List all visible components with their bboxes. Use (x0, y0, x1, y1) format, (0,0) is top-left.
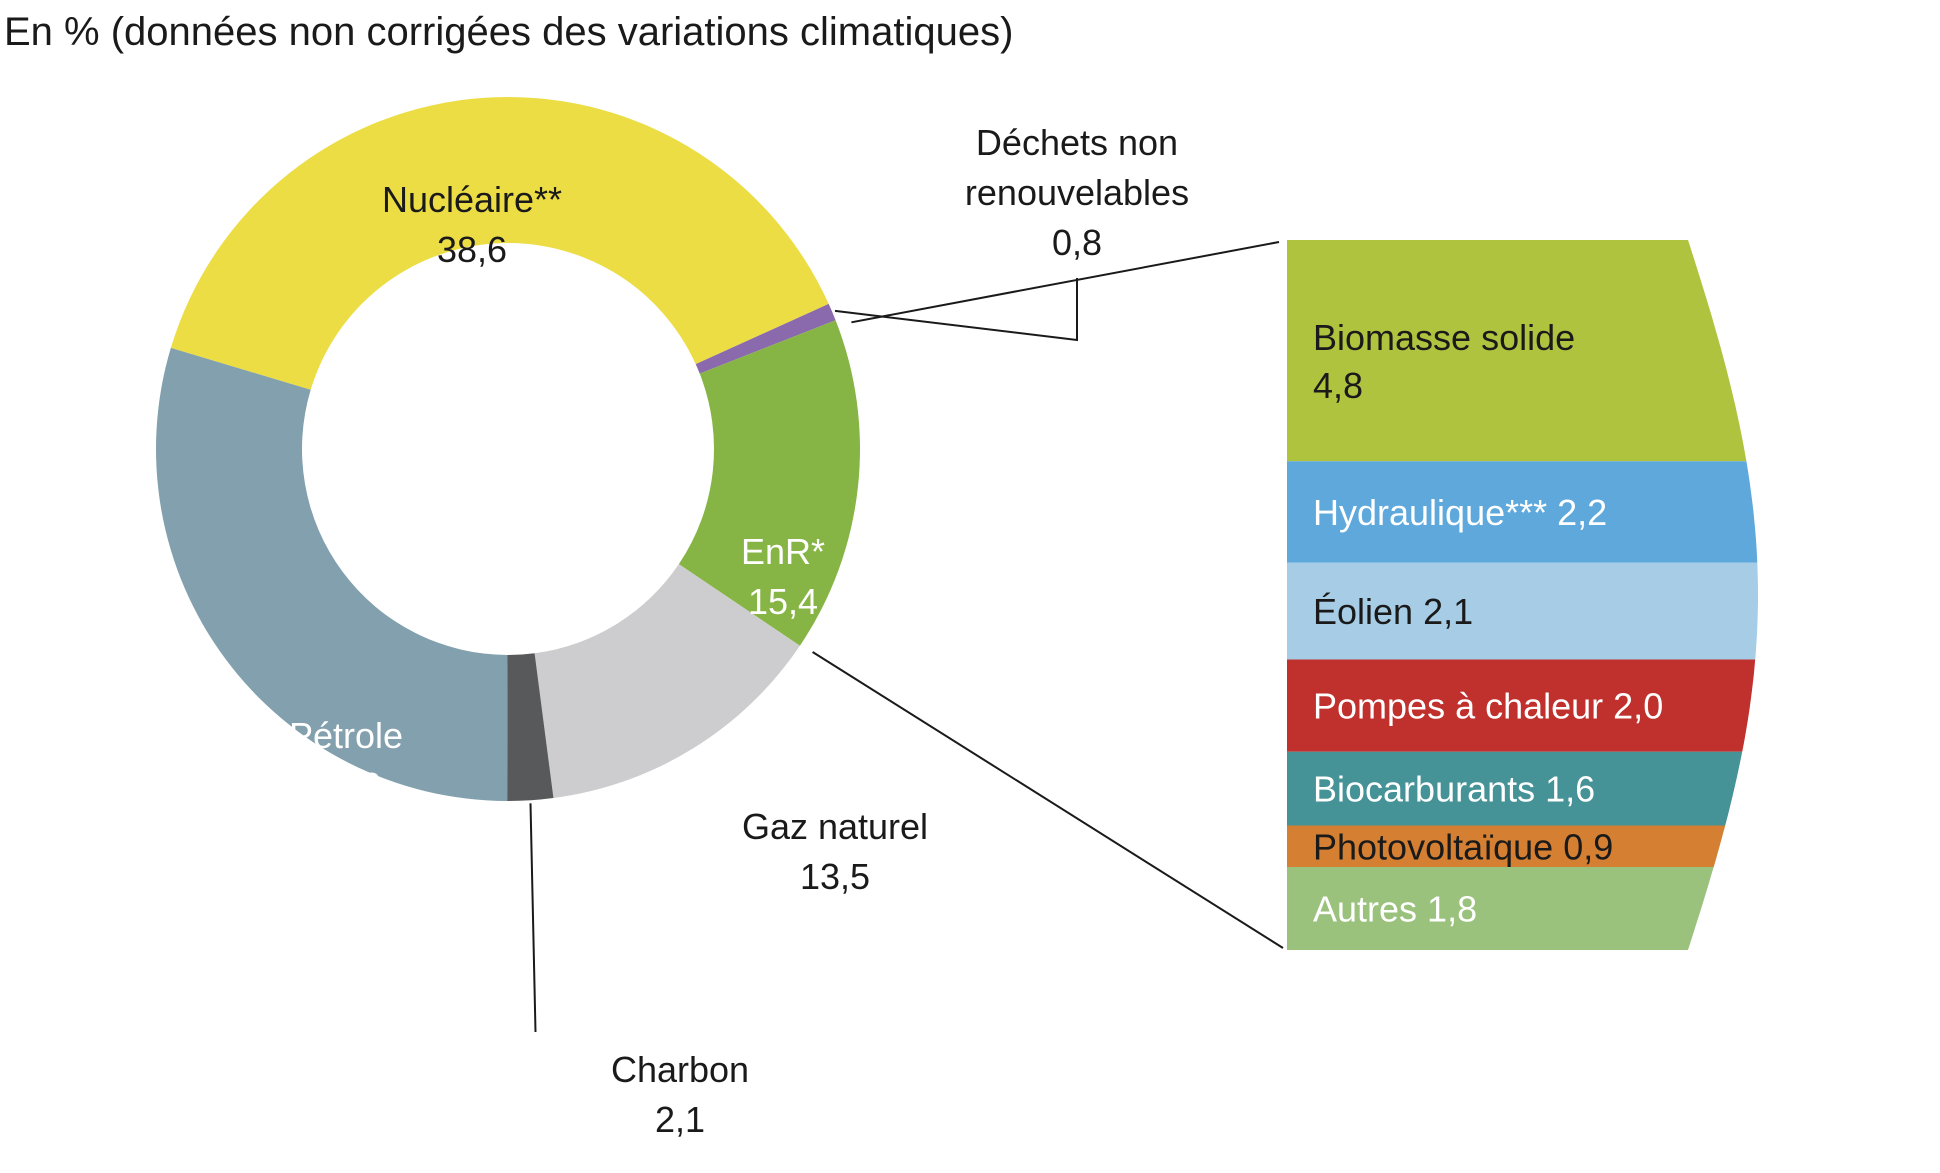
slice-charbon (507, 653, 554, 802)
breakdown-connectors (812, 241, 1284, 949)
donut-labels: Nucléaire** 38,6 EnR* 15,4 Gaz naturel 13,5 Pé… (289, 122, 1189, 1140)
label-biomasse-solide: Biomasse solide (1313, 317, 1575, 358)
segment-biomasse-solide (1287, 240, 1747, 462)
label-dechets-line1: Déchets non (976, 122, 1178, 163)
label-autres: Autres 1,8 (1313, 889, 1477, 930)
segment-autres (1287, 867, 1714, 950)
label-pompes-a-chaleur: Pompes à chaleur 2,0 (1313, 686, 1663, 727)
segment-biocarburants (1287, 751, 1743, 826)
segment-eolien (1287, 562, 1758, 660)
value-nucleaire: 38,6 (437, 229, 507, 270)
label-hydraulique: Hydraulique*** 2,2 (1313, 492, 1607, 533)
label-enr: EnR* (741, 531, 825, 572)
segment-hydraulique (1287, 461, 1758, 563)
label-photovoltaique: Photovoltaïque 0,9 (1313, 826, 1613, 867)
slice-nucleaire (170, 97, 829, 390)
charbon-leader-line (529, 803, 537, 1033)
donut (156, 97, 861, 802)
label-charbon: Charbon (611, 1049, 749, 1090)
connector-top (851, 241, 1280, 324)
value-biomasse-solide: 4,8 (1313, 365, 1363, 406)
label-petrole: Pétrole (289, 715, 403, 756)
label-nucleaire: Nucléaire** (382, 179, 562, 220)
connector-bottom (812, 651, 1284, 949)
label-eolien: Éolien 2,1 (1313, 591, 1473, 632)
chart-subtitle: En % (données non corrigées des variatio… (4, 10, 1013, 54)
value-enr: 15,4 (748, 581, 818, 622)
slice-dechets-non-renouvelables (695, 303, 836, 374)
value-charbon: 2,1 (655, 1099, 705, 1140)
segment-photovoltaique (1287, 825, 1726, 867)
slice-gaz-naturel (534, 564, 800, 799)
slice-enr (678, 320, 861, 646)
enr-breakdown: Biomasse solide 4,8 Hydraulique*** 2,2 Éoli… (1287, 240, 1758, 950)
label-gaz-naturel: Gaz naturel (742, 806, 928, 847)
label-dechets-line2: renouvelables (965, 172, 1189, 213)
dechets-leader-line (834, 278, 1078, 342)
value-dechets: 0,8 (1052, 222, 1102, 263)
label-biocarburants: Biocarburants 1,6 (1313, 769, 1595, 810)
slice-petrole (156, 347, 508, 801)
segment-pompes-a-chaleur (1287, 659, 1756, 752)
value-gaz-naturel: 13,5 (800, 856, 870, 897)
value-petrole: 29,6 (311, 765, 381, 806)
